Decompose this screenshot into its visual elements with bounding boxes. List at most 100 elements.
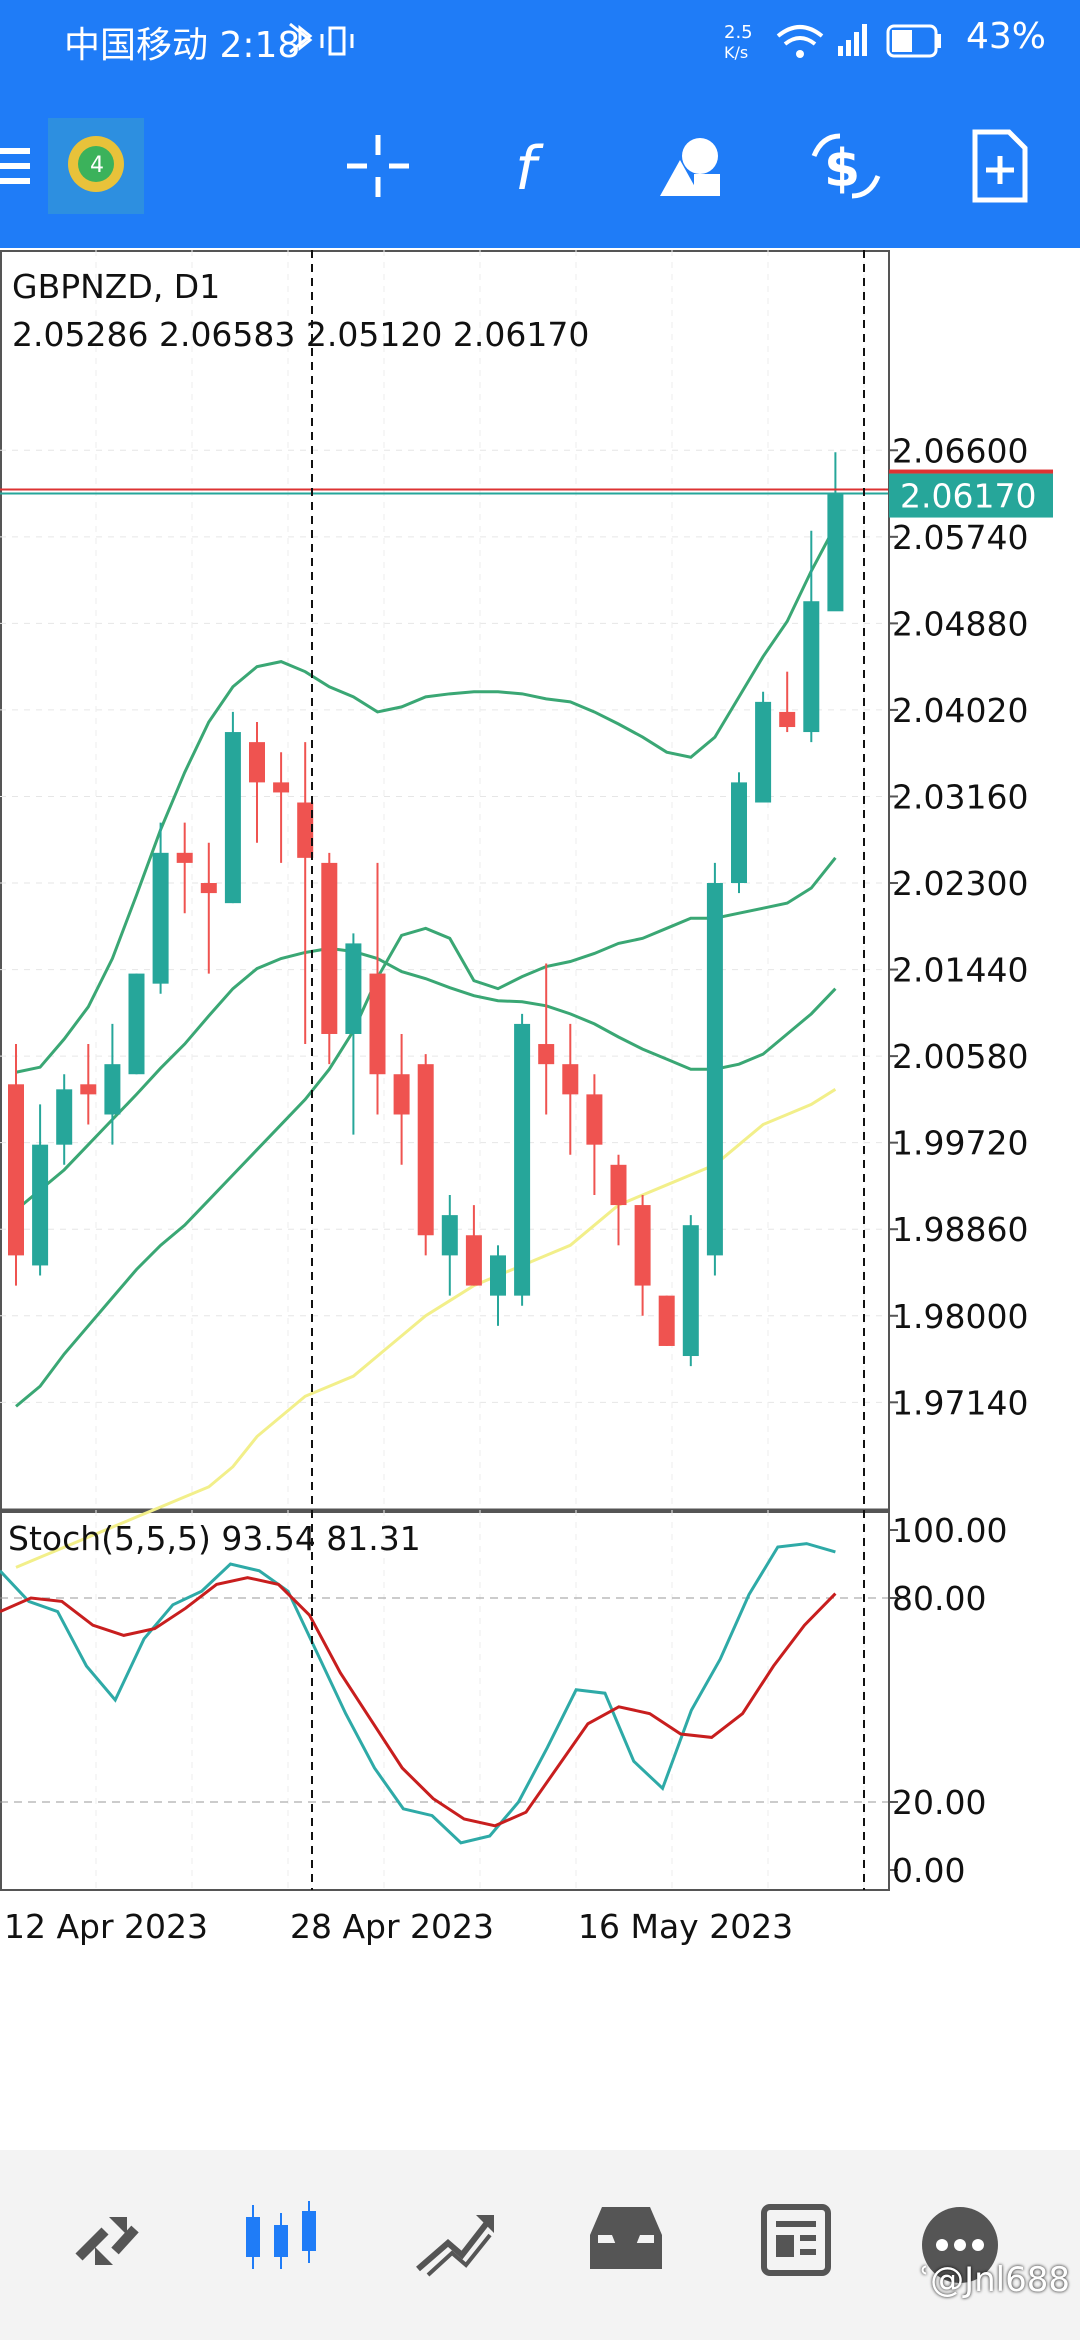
candle-body <box>441 1215 458 1256</box>
candle-body <box>200 883 217 894</box>
ask-marker <box>889 469 1053 474</box>
time-axis: 12 Apr 2023 28 Apr 2023 16 May 2023 <box>0 1889 888 1946</box>
candle-body <box>490 1255 506 1296</box>
price-label: 2.02300 <box>892 864 1028 903</box>
battery-icon <box>886 24 941 58</box>
bb-upper-line <box>15 525 837 1074</box>
candle-body <box>321 862 338 1034</box>
indicators-icon[interactable]: f <box>482 116 582 216</box>
bluetooth-icon <box>289 22 313 54</box>
stoch-axis-label: 20.00 <box>892 1783 986 1822</box>
candle-body <box>417 1064 434 1236</box>
svg-text:K/s: K/s <box>724 43 748 62</box>
candle-body <box>249 742 265 783</box>
candle-body <box>610 1164 627 1206</box>
candle-body <box>706 883 723 1256</box>
stoch-title: Stoch(5,5,5) 93.54 81.31 <box>8 1519 421 1558</box>
bb-lower-line <box>15 856 837 1408</box>
stoch-frame <box>0 1511 890 1891</box>
candle-body <box>803 601 820 733</box>
trade-icon[interactable]: $ <box>796 116 896 216</box>
history-icon[interactable] <box>566 2190 686 2290</box>
candle-body <box>369 973 386 1075</box>
candle-body <box>80 1084 97 1095</box>
svg-text:f: f <box>515 134 544 201</box>
stochastic: 100.00 80.00 20.00 0.00 <box>0 1511 1007 1890</box>
candle-body <box>345 943 362 1034</box>
network-speed: 2.5 <box>724 22 753 43</box>
watermark: ʿ@Jnl688 <box>919 2260 1070 2300</box>
new-order-icon[interactable] <box>950 116 1050 216</box>
top-toolbar: 4 f $ <box>0 82 1080 248</box>
battery-text: 43% <box>965 16 1046 57</box>
current-price-box <box>889 473 1053 518</box>
time-label: 12 Apr 2023 <box>4 1907 208 1946</box>
candle-body <box>56 1089 73 1145</box>
status-bar: 中国移动 2:18 43% 2.5 K/s <box>0 0 1080 82</box>
grid <box>0 250 888 1890</box>
price-label: 2.01440 <box>892 951 1028 990</box>
news-icon[interactable] <box>738 2190 858 2290</box>
price-label: 1.98860 <box>892 1210 1028 1249</box>
time-label: 28 Apr 2023 <box>290 1907 494 1946</box>
candle-body <box>8 1084 24 1256</box>
main-chart-frame <box>0 250 890 1512</box>
trade-nav-icon[interactable] <box>394 2190 514 2290</box>
symbol-title: GBPNZD, D1 <box>12 267 220 306</box>
candle-body <box>755 701 772 803</box>
carrier-time: 中国移动 2:18 <box>64 25 301 66</box>
status-icons: 2.5 K/s <box>289 22 941 62</box>
candle-body <box>538 1044 555 1065</box>
objects-icon[interactable] <box>640 116 740 216</box>
price-label: 2.03160 <box>892 777 1028 816</box>
bb-mid-line <box>15 946 837 1212</box>
candle-body <box>176 852 193 863</box>
price-axis: 2.06600 2.05740 2.04880 2.04020 2.03160 2.023… <box>0 431 1053 1422</box>
ma-line <box>15 1088 837 1569</box>
crosshair-icon[interactable] <box>328 116 428 216</box>
candle-body <box>224 732 241 904</box>
stoch-axis-label: 100.00 <box>892 1511 1007 1550</box>
chart-area[interactable]: 2.06600 2.05740 2.04880 2.04020 2.03160 2.023… <box>0 250 1080 2150</box>
chart-svg[interactable]: 2.06600 2.05740 2.04880 2.04020 2.03160 2.023… <box>0 250 1080 2150</box>
quotes-icon[interactable] <box>50 2190 170 2290</box>
wifi-icon <box>776 25 824 58</box>
candle-body <box>682 1225 699 1357</box>
menu-icon[interactable] <box>0 116 70 216</box>
candle-body <box>465 1235 482 1286</box>
stoch-axis-label: 0.00 <box>892 1851 965 1890</box>
candle-body <box>731 782 747 884</box>
ohlc-values: 2.05286 2.06583 2.05120 2.06170 <box>12 315 589 354</box>
candle-body <box>128 973 145 1075</box>
price-label: 2.06600 <box>892 431 1028 470</box>
price-label: 1.98000 <box>892 1297 1028 1336</box>
stoch-axis-label: 80.00 <box>892 1579 986 1618</box>
price-label: 1.99720 <box>892 1124 1028 1163</box>
signal-icon <box>838 24 867 56</box>
app-logo-icon[interactable]: 4 <box>46 116 146 216</box>
stoch-signal-line <box>0 1576 837 1828</box>
bollinger-bands <box>15 525 837 1569</box>
vibrate-icon <box>320 26 354 56</box>
candle-body <box>586 1094 603 1145</box>
time-label: 16 May 2023 <box>578 1907 793 1946</box>
current-price-label: 2.06170 <box>900 477 1036 516</box>
more-icon[interactable] <box>900 2190 1020 2290</box>
stoch-main-line <box>0 1542 836 1845</box>
price-label: 2.05740 <box>892 518 1028 557</box>
svg-text:4: 4 <box>90 153 104 178</box>
price-label: 1.97140 <box>892 1383 1028 1422</box>
price-label: 2.04880 <box>892 604 1028 643</box>
candles <box>8 452 844 1367</box>
candle-body <box>562 1064 579 1095</box>
candle-body <box>634 1205 651 1286</box>
svg-text:$: $ <box>824 139 860 199</box>
candle-body <box>779 711 796 728</box>
chart-icon[interactable] <box>222 2190 342 2290</box>
candle-body <box>514 1023 531 1296</box>
candle-body <box>273 782 290 793</box>
price-label: 2.00580 <box>892 1037 1028 1076</box>
candle-body <box>104 1064 121 1115</box>
candle-body <box>658 1295 675 1346</box>
candle-body <box>297 802 314 858</box>
